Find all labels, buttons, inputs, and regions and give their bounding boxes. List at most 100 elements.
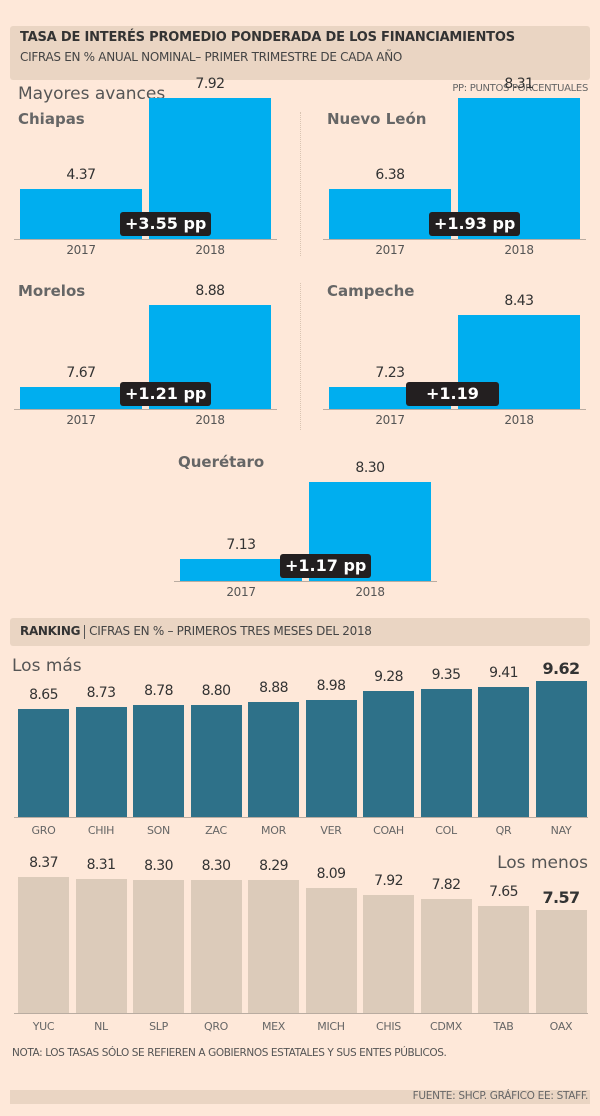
bar-YUC [18, 876, 69, 1013]
section-title: Mayores avances [18, 84, 166, 104]
value-label: 8.30 [144, 857, 173, 874]
year-label: 2018 [195, 243, 225, 257]
value-label: 7.57 [542, 887, 580, 907]
ranking-subtitle: CIFRAS EN % – PRIMEROS TRES MESES DEL 20… [89, 624, 372, 638]
value-label: 8.30 [201, 857, 231, 874]
category-label: GRO [31, 824, 56, 837]
category-label: MICH [317, 1020, 345, 1033]
bar-2017 [180, 559, 302, 581]
bar-QRO [190, 879, 242, 1013]
bar-CHIH [75, 706, 127, 817]
source-credit: FUENTE: SHCP. GRÁFICO EE: STAFF. [412, 1090, 589, 1102]
category-label: YUC [32, 1020, 55, 1033]
bar-CDMX [420, 899, 472, 1013]
category-label: OAX [549, 1020, 573, 1033]
year-label: 2017 [226, 585, 256, 599]
bar-SLP [133, 879, 184, 1013]
delta-badge: +1.21 pp [120, 382, 212, 406]
year-label: 2017 [66, 243, 96, 257]
value-label: 7.13 [226, 537, 256, 553]
delta-badge: +1.93 pp [429, 212, 521, 236]
bar-MICH [305, 888, 357, 1013]
value-label: 8.73 [86, 684, 116, 701]
bar-TAB [478, 906, 529, 1013]
category-label: CDMX [430, 1020, 462, 1033]
value-label: 7.23 [375, 365, 405, 381]
mini-chart-title: Morelos [18, 282, 86, 300]
value-label: 8.88 [259, 680, 288, 697]
bar-VER [305, 699, 357, 817]
bar-NAY [535, 680, 587, 817]
mini-chart-title: Campeche [327, 282, 415, 300]
baseline [323, 409, 586, 410]
ranking-label: RANKING [20, 624, 81, 638]
baseline [14, 1013, 588, 1014]
value-label: 8.43 [504, 293, 534, 309]
year-label: 2018 [504, 243, 534, 257]
year-label: 2017 [66, 413, 96, 427]
category-label: COL [435, 824, 457, 837]
value-label: 8.29 [259, 858, 288, 875]
category-label: QR [495, 824, 512, 837]
category-label: NAY [550, 824, 572, 837]
baseline [14, 409, 277, 410]
value-label: 7.82 [431, 877, 461, 894]
category-label: VER [320, 824, 342, 837]
bar-COL [420, 688, 472, 817]
value-label: 9.28 [374, 668, 403, 685]
category-label: ZAC [205, 824, 227, 837]
value-label: 8.31 [504, 76, 534, 93]
bar-MEX [248, 880, 299, 1013]
value-label: 9.35 [431, 666, 461, 683]
bar-MOR [248, 702, 299, 817]
category-label: NL [94, 1020, 108, 1033]
bar-COAH [363, 690, 414, 817]
category-label: SLP [149, 1020, 168, 1033]
value-label: 9.62 [542, 658, 580, 678]
value-label: 8.98 [316, 677, 346, 694]
bar-GRO [18, 709, 69, 817]
category-label: CHIS [376, 1020, 401, 1033]
footnote: NOTA: LOS TASAS SÓLO SE REFIEREN A GOBIE… [12, 1047, 447, 1059]
value-label: 7.67 [66, 365, 96, 381]
year-label: 2017 [375, 243, 405, 257]
value-label: 6.38 [375, 167, 405, 183]
value-label: 7.92 [195, 75, 225, 92]
pp-note: PP: PUNTOS PORCENTUALES [452, 83, 588, 94]
bottom-ranking-title: Los menos [497, 853, 588, 873]
value-label: 8.80 [201, 682, 231, 699]
bar-QR [478, 687, 529, 817]
header-band [10, 26, 590, 80]
value-label: 8.37 [29, 854, 58, 871]
separator [84, 624, 86, 639]
top-ranking-title: Los más [12, 656, 82, 676]
ranking-band [10, 618, 590, 646]
bar-SON [133, 705, 184, 817]
category-label: TAB [493, 1020, 514, 1033]
value-label: 7.92 [374, 873, 403, 890]
baseline [14, 239, 277, 240]
value-label: 8.09 [316, 866, 346, 883]
baseline [323, 239, 586, 240]
value-label: 8.88 [195, 282, 225, 299]
chart-title: TASA DE INTERÉS PROMEDIO PONDERADA DE LO… [20, 30, 515, 45]
value-label: 8.30 [355, 459, 385, 476]
delta-badge: +1.17 pp [280, 554, 372, 578]
baseline [174, 581, 437, 582]
bar-ZAC [190, 704, 242, 817]
mini-chart-title: Chiapas [18, 110, 85, 128]
year-label: 2018 [195, 413, 225, 427]
category-label: QRO [203, 1020, 229, 1033]
footer-band [10, 1090, 590, 1104]
delta-badge: +3.55 pp [120, 212, 212, 236]
value-label: 7.65 [489, 884, 518, 901]
bar-OAX [535, 909, 587, 1013]
value-label: 8.78 [144, 683, 173, 700]
baseline [14, 817, 588, 818]
category-label: CHIH [87, 824, 115, 837]
bar-CHIS [363, 895, 414, 1013]
value-label: 8.65 [29, 687, 58, 704]
value-label: 8.31 [86, 857, 116, 874]
category-label: MOR [261, 824, 286, 837]
category-label: MEX [261, 1020, 286, 1033]
